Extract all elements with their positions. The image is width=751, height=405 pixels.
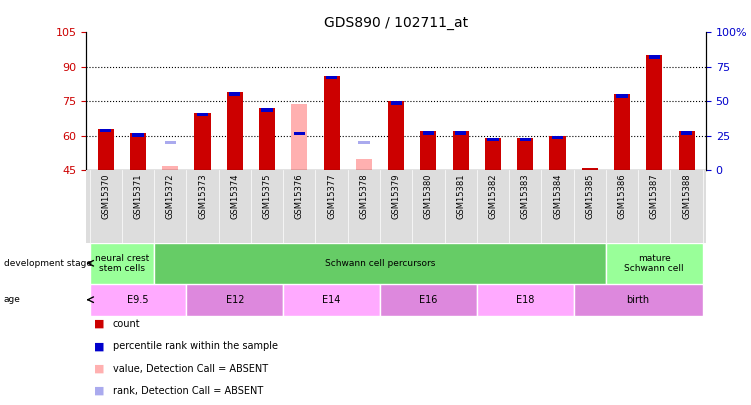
Text: neural crest
stem cells: neural crest stem cells: [95, 254, 149, 273]
Text: GSM15380: GSM15380: [424, 174, 433, 219]
Text: GSM15371: GSM15371: [134, 174, 143, 219]
Bar: [89, 284, 186, 316]
Text: Schwann cell percursors: Schwann cell percursors: [325, 259, 436, 268]
Text: E18: E18: [516, 295, 535, 305]
Bar: [197, 113, 208, 116]
Bar: [186, 284, 283, 316]
Bar: [261, 108, 273, 111]
Bar: [455, 131, 466, 134]
Title: GDS890 / 102711_at: GDS890 / 102711_at: [324, 16, 468, 30]
Bar: [164, 141, 176, 144]
Bar: [324, 76, 339, 170]
Text: GSM15376: GSM15376: [295, 174, 304, 220]
Bar: [477, 284, 574, 316]
Bar: [574, 284, 703, 316]
Text: GSM15378: GSM15378: [360, 174, 369, 220]
Bar: [227, 92, 243, 170]
Bar: [358, 141, 369, 144]
Bar: [356, 159, 372, 170]
Text: rank, Detection Call = ABSENT: rank, Detection Call = ABSENT: [113, 386, 263, 396]
Bar: [552, 136, 563, 139]
Text: GSM15387: GSM15387: [650, 174, 659, 220]
Text: percentile rank within the sample: percentile rank within the sample: [113, 341, 278, 351]
Text: birth: birth: [626, 295, 650, 305]
Bar: [614, 94, 630, 170]
Bar: [195, 113, 210, 170]
Text: GSM15374: GSM15374: [231, 174, 240, 219]
Text: GSM15383: GSM15383: [520, 174, 529, 220]
Text: E16: E16: [419, 295, 438, 305]
Text: GSM15377: GSM15377: [327, 174, 336, 220]
Text: GSM15388: GSM15388: [682, 174, 691, 220]
Text: GSM15373: GSM15373: [198, 174, 207, 220]
Bar: [617, 94, 628, 98]
Text: GSM15386: GSM15386: [617, 174, 626, 220]
Bar: [89, 243, 154, 284]
Bar: [154, 243, 606, 284]
Text: GSM15381: GSM15381: [456, 174, 465, 219]
Bar: [380, 284, 477, 316]
Bar: [582, 168, 598, 170]
Bar: [326, 76, 337, 79]
Text: GSM15372: GSM15372: [166, 174, 175, 219]
Text: E14: E14: [322, 295, 341, 305]
Text: ■: ■: [94, 364, 104, 373]
Bar: [520, 138, 531, 141]
Bar: [283, 284, 380, 316]
Bar: [421, 131, 436, 170]
Bar: [259, 108, 275, 170]
Text: GSM15375: GSM15375: [263, 174, 272, 219]
Bar: [130, 133, 146, 170]
Bar: [229, 92, 240, 96]
Bar: [487, 138, 499, 141]
Text: mature
Schwann cell: mature Schwann cell: [625, 254, 684, 273]
Text: age: age: [4, 295, 20, 304]
Bar: [294, 132, 305, 135]
Bar: [388, 101, 404, 170]
Bar: [647, 55, 662, 170]
Text: GSM15379: GSM15379: [392, 174, 400, 219]
Text: GSM15384: GSM15384: [553, 174, 562, 219]
Bar: [606, 243, 703, 284]
Bar: [132, 133, 143, 137]
Bar: [453, 131, 469, 170]
Bar: [550, 136, 566, 170]
Text: ■: ■: [94, 386, 104, 396]
Text: development stage: development stage: [4, 259, 92, 268]
Text: count: count: [113, 319, 140, 329]
Text: GSM15385: GSM15385: [585, 174, 594, 219]
Text: GSM15370: GSM15370: [101, 174, 110, 219]
Bar: [423, 131, 434, 134]
Text: value, Detection Call = ABSENT: value, Detection Call = ABSENT: [113, 364, 268, 373]
Text: ■: ■: [94, 319, 104, 329]
Text: ■: ■: [94, 341, 104, 351]
Bar: [681, 131, 692, 134]
Bar: [162, 166, 178, 170]
Bar: [649, 55, 660, 59]
Text: E9.5: E9.5: [127, 295, 149, 305]
Bar: [485, 138, 501, 170]
Bar: [391, 101, 402, 104]
Bar: [678, 131, 695, 170]
Bar: [100, 129, 111, 132]
Bar: [98, 129, 114, 170]
Bar: [517, 138, 533, 170]
Bar: [291, 104, 307, 170]
Text: GSM15382: GSM15382: [488, 174, 497, 219]
Text: E12: E12: [225, 295, 244, 305]
